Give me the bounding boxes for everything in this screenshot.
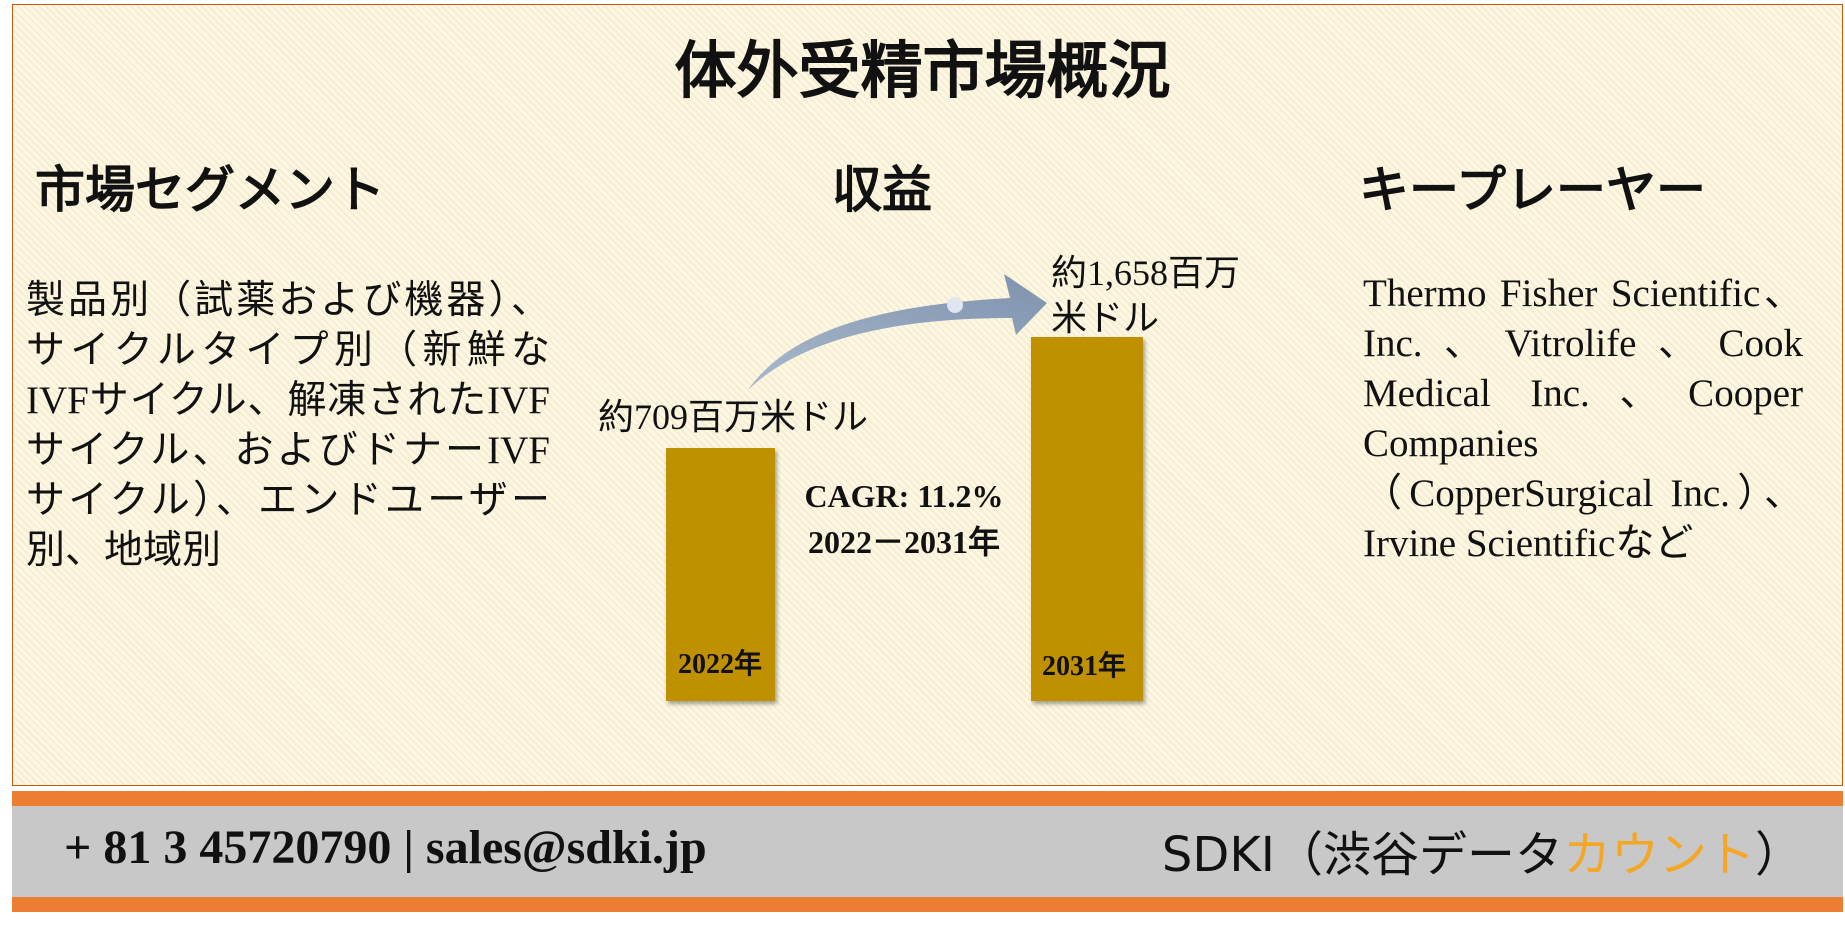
growth-arrow bbox=[748, 274, 1047, 390]
arrow bbox=[748, 274, 1047, 390]
bar-2022 bbox=[666, 448, 775, 701]
cagr: CAGR: 11.2% bbox=[804, 478, 1004, 514]
panel bbox=[12, 4, 1843, 786]
contact: + 81 3 45720790 | sales@sdki.jp bbox=[64, 821, 707, 874]
title: 体外受精市場概況 bbox=[674, 38, 1171, 106]
start-label: 約709百万米ドル bbox=[598, 397, 869, 437]
end-label-line: 約1,658百万 bbox=[1051, 253, 1241, 293]
year-label: 2022年 bbox=[677, 649, 762, 680]
company-name: SDKI（渋谷データ bbox=[1161, 827, 1563, 883]
bar-2031 bbox=[1031, 337, 1143, 701]
company: SDKI（渋谷データカウント） bbox=[1162, 815, 1803, 885]
company-end: ） bbox=[1754, 827, 1803, 883]
end-label-line: 米ドル bbox=[1051, 298, 1160, 338]
players-text: Thermo Fisher Scientific、Inc.、Vitrolife、… bbox=[1363, 272, 1803, 565]
company-highlight: カウント bbox=[1562, 827, 1755, 883]
footer-bar bbox=[12, 806, 1843, 897]
players-heading: キープレーヤー bbox=[1359, 162, 1706, 218]
revenue-heading: 収益 bbox=[832, 162, 932, 218]
year-label: 2031年 bbox=[1041, 651, 1126, 682]
arrow-dot bbox=[947, 297, 963, 313]
segments-heading: 市場セグメント bbox=[35, 162, 385, 218]
period: 2022－2031年 bbox=[807, 524, 1000, 560]
segments-text: 製品別（試薬および機器）、サイクルタイプ別（新鮮なIVFサイクル、解凍されたIV… bbox=[26, 279, 550, 572]
